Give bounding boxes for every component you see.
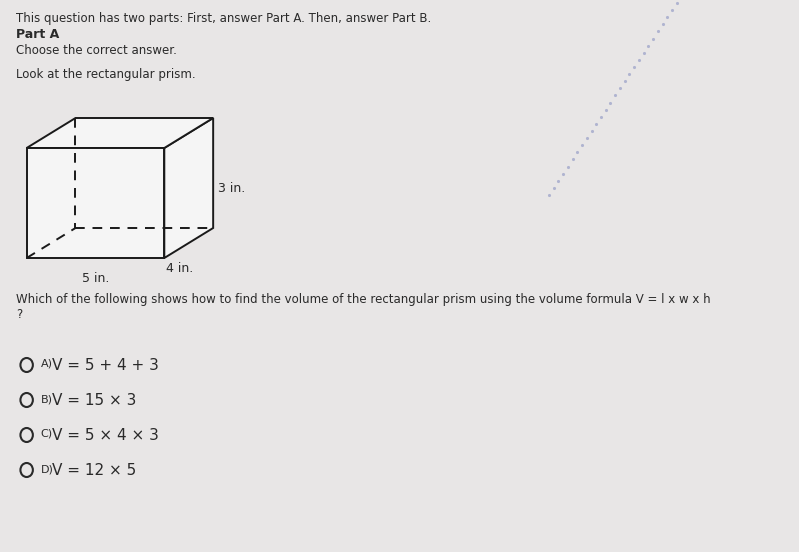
Text: Look at the rectangular prism.: Look at the rectangular prism. xyxy=(16,68,196,81)
Text: Part A: Part A xyxy=(16,28,59,41)
Text: This question has two parts: First, answer Part A. Then, answer Part B.: This question has two parts: First, answ… xyxy=(16,12,431,25)
Text: V = 5 × 4 × 3: V = 5 × 4 × 3 xyxy=(51,428,158,443)
Text: V = 12 × 5: V = 12 × 5 xyxy=(51,463,136,478)
Text: B): B) xyxy=(41,394,53,404)
Text: V = 15 × 3: V = 15 × 3 xyxy=(51,393,136,408)
Polygon shape xyxy=(26,148,165,258)
Text: D): D) xyxy=(41,464,54,474)
Text: Choose the correct answer.: Choose the correct answer. xyxy=(16,44,177,57)
Text: 4 in.: 4 in. xyxy=(166,262,193,275)
Text: V = 5 + 4 + 3: V = 5 + 4 + 3 xyxy=(51,358,158,373)
Text: Which of the following shows how to find the volume of the rectangular prism usi: Which of the following shows how to find… xyxy=(16,293,710,306)
Text: 3 in.: 3 in. xyxy=(218,182,246,194)
Text: 5 in.: 5 in. xyxy=(81,272,109,285)
Polygon shape xyxy=(165,118,213,258)
Text: C): C) xyxy=(41,429,53,439)
Text: A): A) xyxy=(41,359,53,369)
Polygon shape xyxy=(26,118,213,148)
Text: ?: ? xyxy=(16,308,22,321)
